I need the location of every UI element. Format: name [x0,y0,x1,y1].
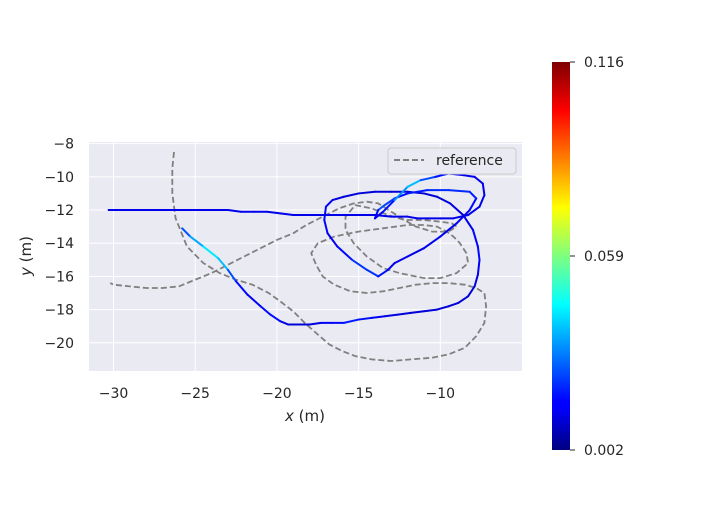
estimated-path-segment [377,268,390,278]
estimated-path-segment [357,190,376,195]
estimated-path-segment [409,310,425,314]
estimated-path-segment [406,189,429,195]
estimated-path-segment [342,318,360,324]
legend-reference-label: reference [436,153,503,169]
estimated-path-segment [436,195,452,205]
estimated-path-segment [217,257,229,271]
estimated-path-segment [259,305,272,316]
estimated-path-segment [269,313,282,323]
estimated-path-segment [351,258,368,271]
estimated-path-segment [422,192,439,198]
x-tick-labels: −30 −25 −20 −15 −10 [99,386,455,402]
estimated-path-segment [467,285,476,298]
y-tick-label: −16 [44,269,74,285]
estimated-path-segment [436,305,450,311]
estimated-path-segment [447,189,471,193]
estimated-path-segment [462,174,476,178]
estimated-path-segment [181,227,192,238]
estimated-path-segment [336,245,354,261]
y-axis-label: y (m) [17,236,35,277]
estimated-path-segment [468,190,478,200]
reference-path-line [109,151,488,362]
plot-area [89,142,522,371]
estimated-path-segment [357,316,373,321]
estimated-path-segment [383,313,399,318]
estimated-path-segment [468,197,478,212]
estimated-path-segment [383,197,396,207]
estimated-path-segment [373,214,393,218]
estimated-path-segment [308,321,323,326]
colorbar-tick-label: 0.059 [584,249,624,265]
estimated-path-segment [331,195,345,202]
estimated-path-segment [406,179,422,188]
y-tick-labels: −8 −10 −12 −14 −16 −18 −20 [44,137,74,352]
estimated-path-segment [439,222,458,238]
estimated-path-segment [377,204,386,212]
colorbar-ticks: 0.116 0.059 0.002 [570,55,624,459]
colorbar-tick-label: 0.002 [584,443,624,459]
estimated-path-segment [202,245,220,260]
estimated-path-segment [235,280,249,296]
estimated-path-segment [476,258,481,276]
estimated-path-segment [365,268,380,278]
colorbar-tick-label: 0.116 [584,55,624,71]
estimated-path-segment [406,215,419,220]
estimated-path-segment [246,293,262,308]
estimated-path-segment [449,202,465,217]
estimated-path-segment [226,209,242,213]
estimated-path-segment [473,273,479,288]
estimated-path-segment [342,192,360,198]
y-tick-label: −14 [44,236,74,252]
estimated-path-segment [478,194,486,208]
x-tick-label: −15 [344,386,374,402]
legend: reference [387,147,517,175]
estimated-path-segment [382,199,396,213]
estimated-path-segment [419,175,437,182]
estimated-trajectory [107,172,486,326]
estimated-path-segment [326,232,339,248]
estimated-path-segment [452,214,470,220]
estimated-path-segment [279,320,290,326]
estimated-path-segment [457,295,470,304]
estimated-path-segment [279,212,295,217]
estimated-path-segment [476,245,481,261]
estimated-path-segment [323,205,327,221]
estimated-path-segment [471,228,479,248]
y-tick-label: −20 [44,336,74,352]
estimated-path-segment [393,255,409,265]
estimated-path-segment [396,311,412,316]
estimated-path-segment [393,185,409,202]
x-tick-label: −10 [426,386,456,402]
reference-trajectory [109,151,488,362]
y-tick-label: −12 [44,203,74,219]
estimated-path-segment [473,175,484,185]
estimated-path-segment [226,268,238,283]
y-tick-label: −18 [44,303,74,319]
y-tick-label: −10 [44,170,74,186]
estimated-path-segment [387,262,396,271]
estimated-path-segment [467,205,481,217]
estimated-path-segment [422,308,439,313]
x-tick-label: −20 [262,386,292,402]
estimated-path-segment [462,214,474,231]
colorbar [552,62,570,450]
estimated-path-segment [323,218,329,235]
x-tick-label: −25 [180,386,210,402]
x-tick-label: −30 [99,386,129,402]
estimated-path-segment [447,301,460,308]
x-axis-label: x (m) [284,407,325,425]
estimated-path-segment [481,182,486,197]
y-tick-label: −8 [53,137,74,153]
estimated-path-segment [324,199,334,208]
estimated-path-segment [189,235,205,248]
estimated-path-segment [266,210,282,215]
estimated-path-segment [422,235,442,250]
estimated-path-segment [370,315,386,319]
legend-box [387,147,517,175]
estimated-path-segment [406,247,425,258]
